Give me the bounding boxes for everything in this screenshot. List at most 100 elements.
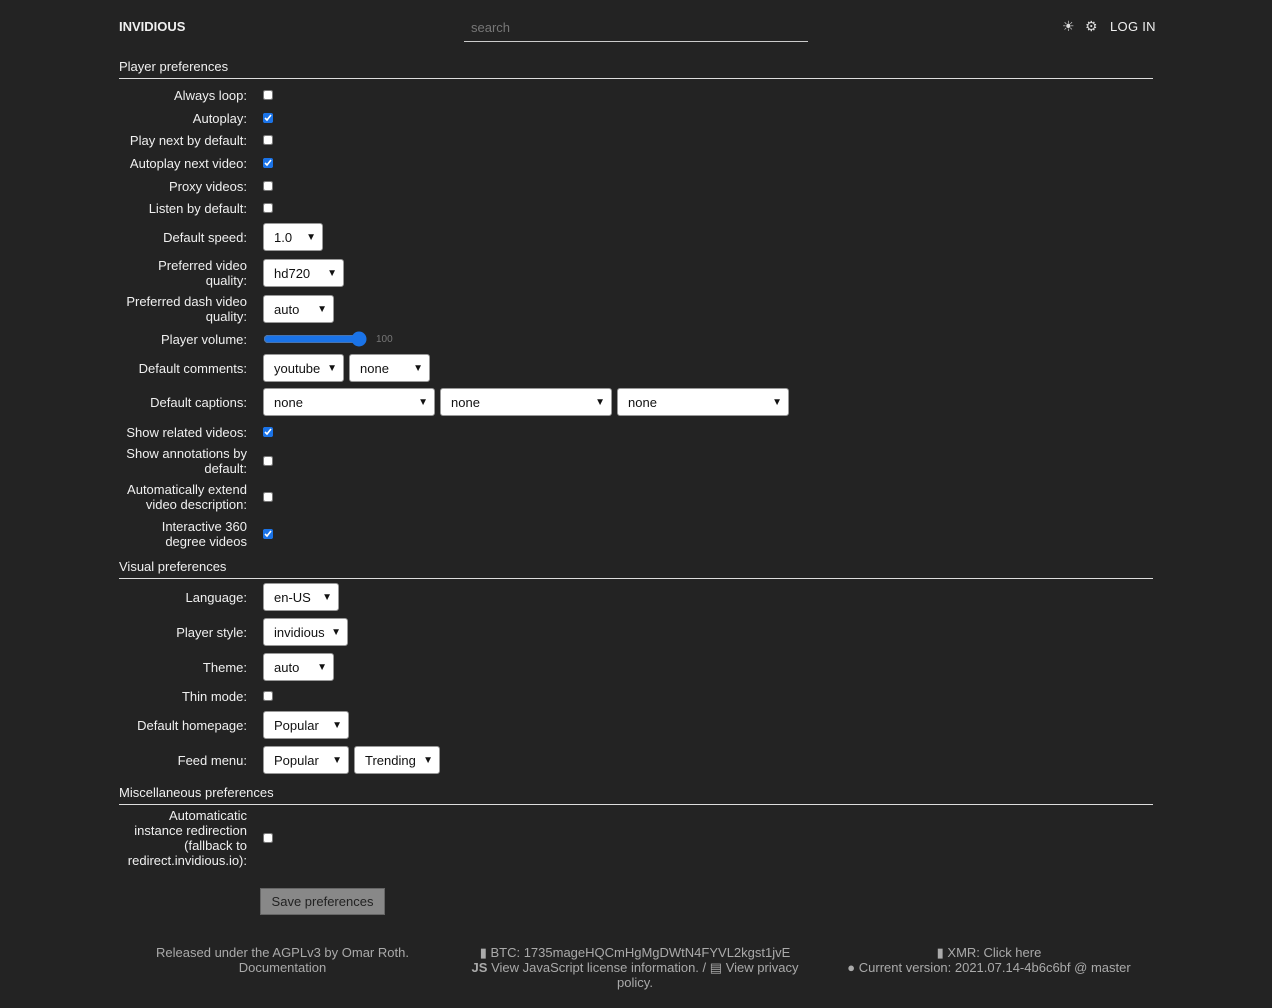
preference-select[interactable]: hd720 ▼ [263,259,344,287]
preference-row: Autoplay: [119,111,273,126]
preference-checkbox[interactable] [263,691,273,701]
preference-select[interactable]: auto ▼ [263,653,334,681]
preference-label: Preferred video quality: [158,258,247,288]
preference-label: Always loop: [174,87,247,103]
preference-checkbox[interactable] [263,90,273,100]
preference-select[interactable]: none ▼ [263,388,435,416]
javascript-icon: JS [471,960,492,975]
documentation-link[interactable]: Documentation [238,960,327,975]
chevron-down-icon: ▼ [317,661,327,673]
preference-label: Language: [185,589,247,605]
preference-checkbox[interactable] [263,113,273,123]
preference-label: Thin mode: [181,688,247,704]
privacy-policy-link[interactable]: View privacy policy. [617,960,799,990]
preference-row: Preferred video quality: hd720 ▼ [119,258,344,288]
preference-control [263,135,273,145]
preference-select[interactable]: none ▼ [349,354,430,382]
section-visual-preferences: Visual preferences [119,559,1153,579]
gear-icon[interactable]: ⚙ [1085,18,1098,34]
preference-select[interactable]: 1.0 ▼ [263,223,323,251]
preference-row: Default speed: 1.0 ▼ [119,223,323,251]
volume-slider[interactable] [263,331,367,347]
chevron-down-icon: ▼ [317,303,327,315]
preference-row: Show annotations by default: [119,446,273,476]
preference-checkbox[interactable] [263,135,273,145]
chevron-down-icon: ▼ [332,719,342,731]
login-link[interactable]: LOG IN [1110,19,1156,34]
preference-control [263,90,273,100]
preference-select[interactable]: en-US ▼ [263,583,339,611]
preference-label: Automaticatic instance redirection (fall… [127,808,247,868]
preference-select[interactable]: Popular ▼ [263,711,349,739]
preference-checkbox[interactable] [263,833,273,843]
license-text: Released under the AGPLv3 by Omar Roth. [156,945,409,960]
js-license-link[interactable]: View JavaScript license information. [491,960,699,975]
preference-control [263,833,273,843]
preference-control: none ▼ none ▼ none ▼ [263,388,789,416]
preference-checkbox[interactable] [263,158,273,168]
preference-checkbox[interactable] [263,529,273,539]
preference-label: Preferred dash video quality: [126,294,247,324]
search-input[interactable] [464,14,808,42]
btc-address: BTC: 1735mageHQCmHgMgDWtN4FYVL2kgst1jvE [490,945,791,960]
preference-checkbox[interactable] [263,181,273,191]
preference-control [263,456,273,466]
preference-select[interactable]: Popular ▼ [263,746,349,774]
preference-select[interactable]: invidious ▼ [263,618,348,646]
selected-option: Popular [274,717,319,733]
preference-control [263,529,273,539]
selected-option: Trending [365,752,416,768]
preference-row: Player style: invidious ▼ [119,618,348,646]
chevron-down-icon: ▼ [322,591,332,603]
preference-label: Feed menu: [177,752,247,768]
preference-row: Automatically extend video description: [119,482,273,512]
preference-control: youtube ▼ none ▼ [263,354,430,382]
selected-option: youtube [274,360,321,376]
preference-row: Play next by default: [119,133,273,148]
preference-control [263,113,273,123]
section-misc-preferences: Miscellaneous preferences [119,785,1153,805]
preference-row: Listen by default: [119,201,273,216]
preference-label: Automatically extend video description: [127,482,247,512]
chevron-down-icon: ▼ [418,396,428,408]
github-icon: ● [847,960,856,975]
preference-label: Theme: [202,659,247,675]
preference-row: Feed menu: Popular ▼ Trending ▼ [119,746,440,774]
xmr-link[interactable]: XMR: Click here [947,945,1042,960]
preference-row: Thin mode: [119,689,273,704]
preference-select[interactable]: Trending ▼ [354,746,440,774]
preference-checkbox[interactable] [263,203,273,213]
preference-control: 1.0 ▼ [263,223,323,251]
footer-center: ▮ BTC: 1735mageHQCmHgMgDWtN4FYVL2kgst1jv… [470,945,800,990]
selected-option: none [274,394,303,410]
preference-row: Show related videos: [119,425,273,440]
preference-row: Default homepage: Popular ▼ [119,711,349,739]
footer-left: Released under the AGPLv3 by Omar Roth. … [140,945,425,975]
preference-row: Preferred dash video quality: auto ▼ [119,294,334,324]
preference-control [263,203,273,213]
volume-value: 100 [376,333,393,345]
preference-row: Always loop: [119,88,273,103]
chevron-down-icon: ▼ [332,754,342,766]
selected-option: none [451,394,480,410]
brand-logo[interactable]: INVIDIOUS [119,19,186,34]
sun-icon[interactable]: ☀ [1062,18,1075,34]
preference-control: invidious ▼ [263,618,348,646]
preference-checkbox[interactable] [263,456,273,466]
preference-select[interactable]: none ▼ [440,388,612,416]
preference-select[interactable]: auto ▼ [263,295,334,323]
save-preferences-button[interactable]: Save preferences [260,888,385,915]
preference-select[interactable]: youtube ▼ [263,354,344,382]
preference-label: Show related videos: [126,424,247,440]
preference-label: Play next by default: [129,132,247,148]
preference-select[interactable]: none ▼ [617,388,789,416]
preference-label: Player volume: [161,331,247,347]
preference-control: Popular ▼ Trending ▼ [263,746,440,774]
version-text[interactable]: Current version: 2021.07.14-4b6c6bf @ ma… [858,960,1131,975]
selected-option: Popular [274,752,319,768]
preference-label: Show annotations by default: [126,446,247,476]
preference-label: Autoplay next video: [129,155,247,171]
selected-option: hd720 [274,265,311,281]
preference-checkbox[interactable] [263,492,273,502]
preference-checkbox[interactable] [263,427,273,437]
